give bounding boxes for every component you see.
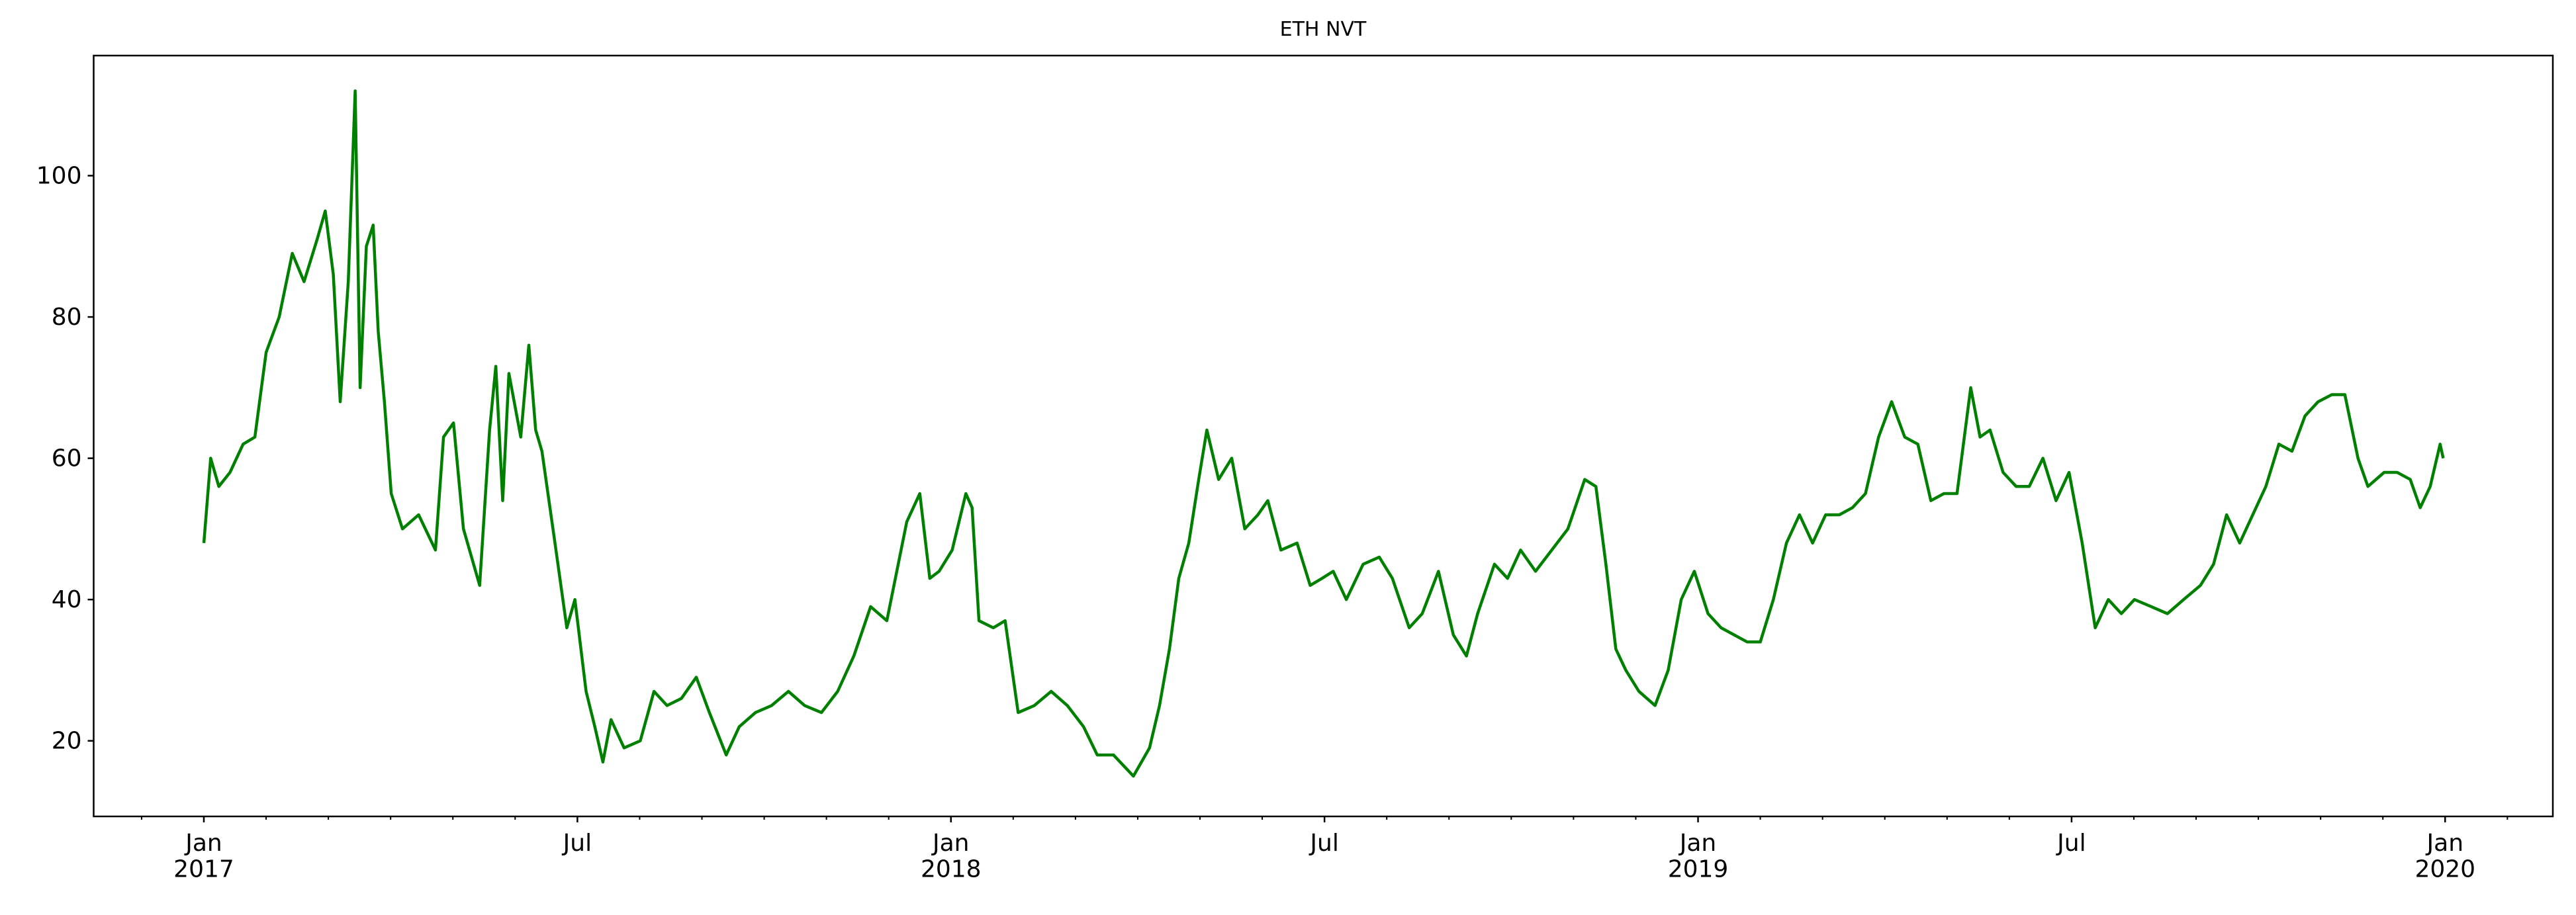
x-tick-label: Jan 2019 (1668, 830, 1729, 883)
y-tick-label: 40 (52, 586, 82, 613)
x-tick-label: Jul (562, 830, 592, 857)
x-tick-label: Jan 2020 (2415, 830, 2475, 883)
y-tick-label: 60 (52, 445, 82, 472)
x-tick-label: Jul (2056, 830, 2086, 857)
x-tick-label: Jan 2017 (173, 830, 234, 883)
x-tick-label: Jul (1309, 830, 1338, 857)
y-tick-label: 80 (52, 304, 82, 331)
y-tick-label: 100 (36, 163, 82, 190)
plot-frame (93, 54, 2554, 818)
chart-title: ETH NVT (1280, 18, 1367, 41)
data-line (202, 89, 2445, 778)
y-tick-label: 20 (52, 728, 82, 755)
x-tick-label: Jan 2018 (921, 830, 982, 883)
